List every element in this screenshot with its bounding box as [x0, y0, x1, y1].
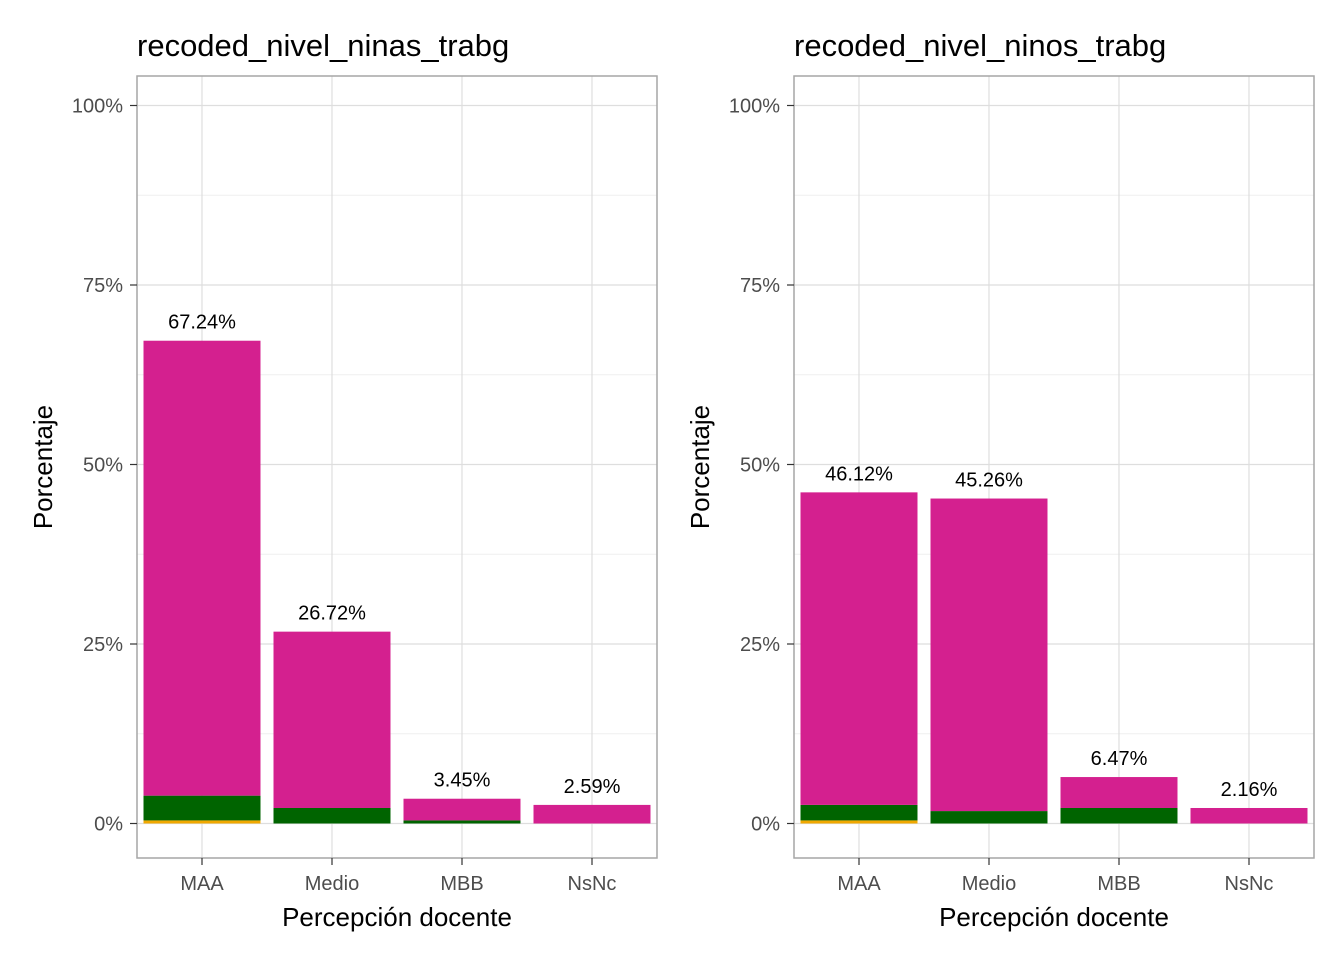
bar-mbb-segment-3: [1060, 777, 1178, 808]
x-tick-label: MBB: [1097, 873, 1140, 895]
x-tick-label: MBB: [440, 873, 483, 895]
bar-value-label: 26.72%: [298, 603, 366, 625]
y-tick-label: 50%: [83, 455, 123, 477]
bar-maa-segment-2: [800, 804, 918, 821]
panel-border: [136, 75, 658, 859]
x-tick-label: MAA: [180, 873, 224, 895]
bar-value-label: 2.16%: [1221, 779, 1278, 801]
y-axis-title: Porcentaje: [28, 405, 58, 529]
bar-mbb-segment-2: [1060, 807, 1178, 824]
bar-medio-segment-2: [930, 811, 1048, 824]
x-tick-label: Medio: [305, 873, 359, 895]
chart-panel-1: 67.24% 26.72% 3.45% 2.59% 0% 25% 50% 75% 100% MAA…: [28, 28, 658, 932]
bar-maa-segment-1: [800, 820, 918, 824]
y-tick-label: 25%: [740, 634, 780, 656]
y-tick-label: 75%: [740, 275, 780, 297]
bar-maa-segment-3: [143, 340, 261, 796]
y-tick-label: 25%: [83, 634, 123, 656]
x-tick-label: NsNc: [1225, 873, 1274, 895]
bar-medio-segment-3: [930, 498, 1048, 812]
bar-value-label: 3.45%: [434, 770, 491, 792]
panel-border: [793, 75, 1315, 859]
y-tick-label: 0%: [751, 814, 780, 836]
bar-maa-segment-2: [143, 795, 261, 821]
bar-medio-segment-2: [273, 807, 391, 824]
bar-value-label: 67.24%: [168, 312, 236, 334]
bar-nsnc-segment-3: [533, 804, 651, 824]
chart-panel-2: 46.12% 45.26% 6.47% 2.16% 0% 25% 50% 75% 100% MAA…: [685, 28, 1315, 932]
y-axis-title: Porcentaje: [685, 405, 715, 529]
y-tick-label: 100%: [72, 96, 123, 118]
bar-nsnc-segment-3: [1190, 807, 1308, 824]
bar-maa-segment-3: [800, 492, 918, 805]
bar-maa-segment-1: [143, 820, 261, 824]
x-tick-label: Medio: [962, 873, 1016, 895]
y-tick-label: 100%: [729, 96, 780, 118]
x-tick-label: NsNc: [568, 873, 617, 895]
y-tick-label: 0%: [94, 814, 123, 836]
bar-value-label: 2.59%: [564, 776, 621, 798]
x-tick-label: MAA: [837, 873, 881, 895]
bar-mbb-segment-3: [403, 798, 521, 821]
bar-mbb-segment-2: [403, 820, 521, 824]
bar-value-label: 46.12%: [825, 463, 893, 485]
bar-medio-segment-3: [273, 631, 391, 808]
bar-value-label: 45.26%: [955, 470, 1023, 492]
y-tick-label: 75%: [83, 275, 123, 297]
x-axis-title: Percepción docente: [282, 902, 512, 932]
chart-title: recoded_nivel_ninos_trabg: [794, 28, 1166, 63]
chart-title: recoded_nivel_ninas_trabg: [137, 28, 509, 63]
y-tick-label: 50%: [740, 455, 780, 477]
x-axis-title: Percepción docente: [939, 902, 1169, 932]
bar-value-label: 6.47%: [1091, 748, 1148, 770]
